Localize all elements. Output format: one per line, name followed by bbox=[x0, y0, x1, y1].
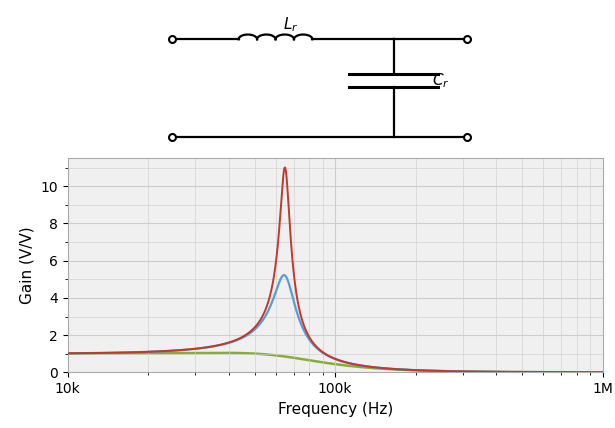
X-axis label: Frequency (Hz): Frequency (Hz) bbox=[277, 401, 393, 416]
Y-axis label: Gain (V/V): Gain (V/V) bbox=[20, 226, 34, 304]
Text: $\mathit{L}_r$: $\mathit{L}_r$ bbox=[282, 15, 298, 34]
Text: $\mathit{C}_r$: $\mathit{C}_r$ bbox=[432, 71, 450, 89]
